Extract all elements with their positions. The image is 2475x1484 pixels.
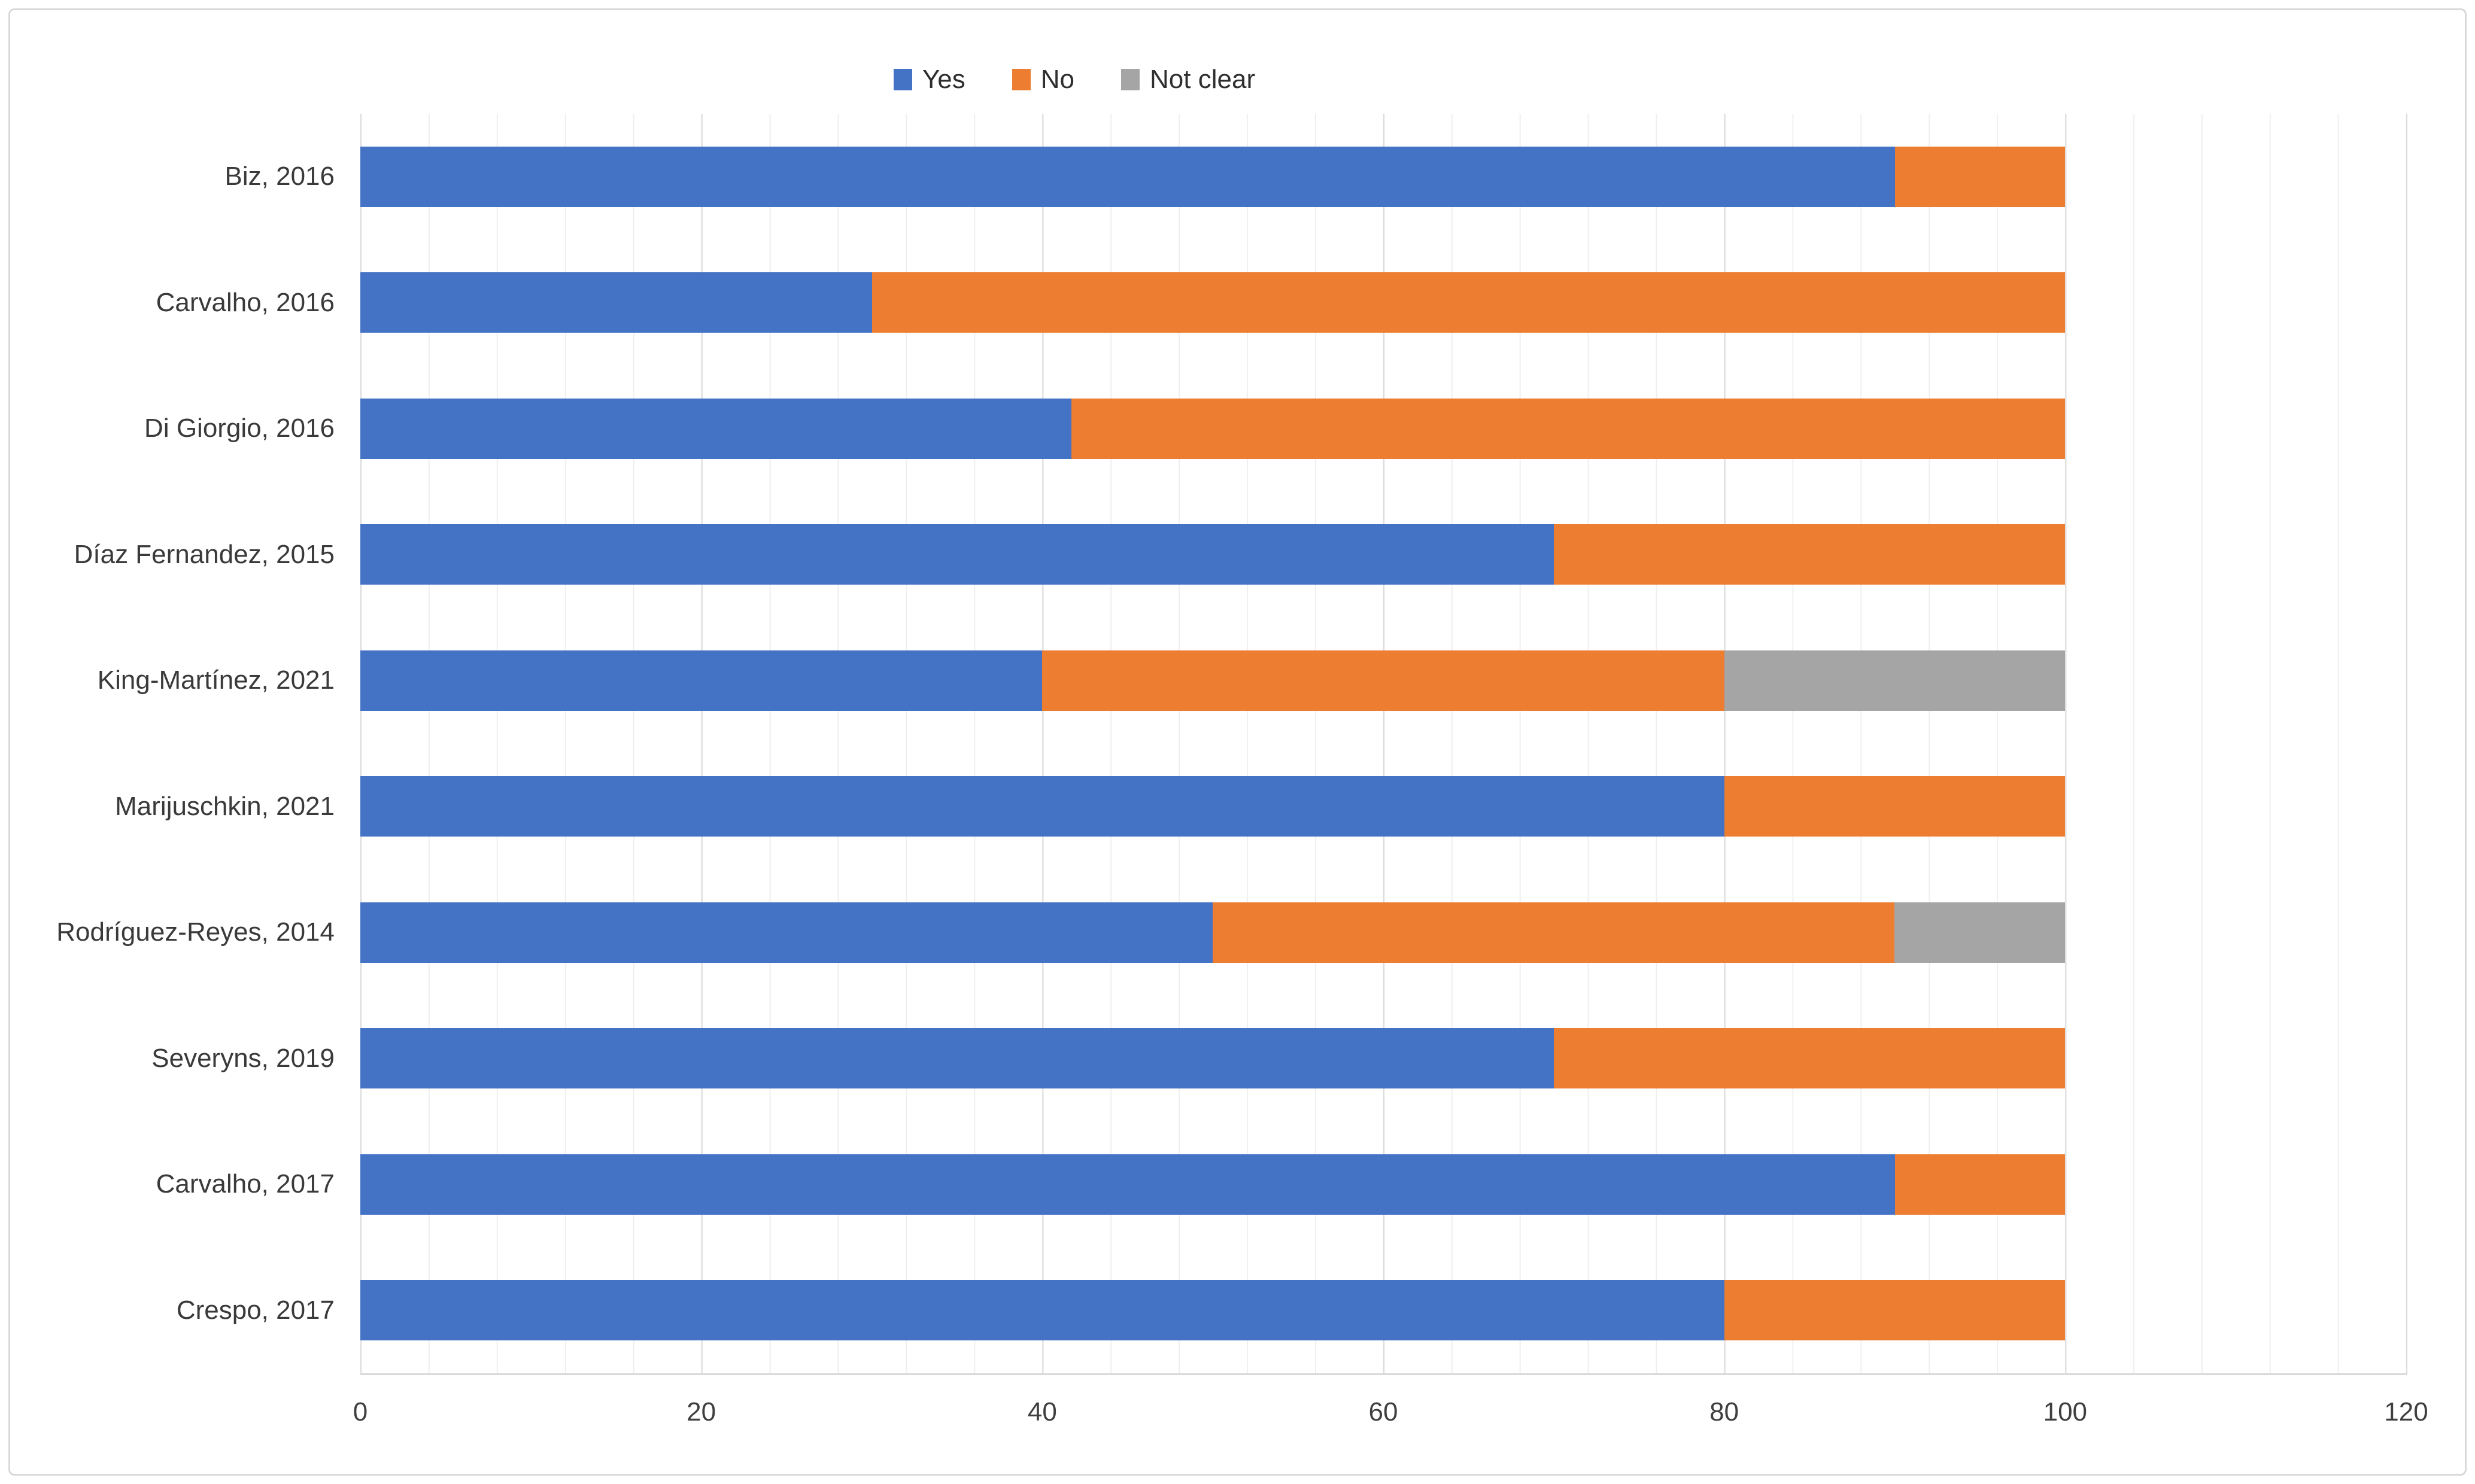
bar-segment-yes [360,902,1213,963]
x-tick-label: 20 [687,1397,716,1427]
x-axis-line [360,1373,2407,1375]
bar-stack [360,1280,2406,1341]
bar-segment-no [1724,1280,2066,1341]
bar-stack [360,524,2406,585]
bar-rows [360,114,2406,1373]
bar-segment-no [1894,146,2066,207]
bar-stack [360,902,2406,963]
bar-row [360,996,2406,1122]
legend-item-yes: Yes [894,65,965,95]
bar-segment-yes [360,398,1071,459]
x-tick-label: 120 [2384,1397,2428,1427]
bar-stack [360,1028,2406,1089]
x-tick-label: 100 [2043,1397,2088,1427]
bar-row [360,1248,2406,1374]
legend-label: No [1040,65,1075,94]
bar-segment-no [1553,524,2066,585]
bar-stack [360,1154,2406,1215]
bar-stack [360,272,2406,333]
bar-segment-no [1553,1028,2066,1089]
bar-row [360,366,2406,492]
bar-segment-not-clear [1724,650,2066,711]
category-label: Severyns, 2019 [151,1043,335,1073]
bar-segment-yes [360,272,872,333]
category-label: Carvalho, 2017 [156,1169,335,1199]
bar-stack [360,776,2406,837]
bar-row [360,492,2406,618]
legend-item-no: No [1012,65,1074,95]
bar-stack [360,146,2406,207]
category-label: Biz, 2016 [224,162,335,191]
x-axis: 0 20 40 60 80 100 120 [353,1397,2428,1439]
bar-segment-no [1071,398,2066,459]
legend-marker-no [1012,69,1031,90]
bar-row [360,240,2406,366]
bar-segment-yes [360,1154,1895,1215]
legend-marker-yes [894,69,912,90]
category-label: Marijuschkin, 2021 [115,791,335,821]
category-label: Carvalho, 2016 [156,287,335,317]
legend-marker-not-clear [1121,69,1140,90]
legend-label: Not clear [1150,65,1256,94]
bar-row [360,869,2406,996]
bar-segment-yes [360,1280,1724,1341]
bar-segment-no [1213,902,1895,963]
category-label: Crespo, 2017 [176,1295,335,1325]
bar-row [360,114,2406,240]
x-tick-label: 40 [1027,1397,1057,1427]
category-label: Di Giorgio, 2016 [144,413,335,443]
category-label: Díaz Fernandez, 2015 [74,539,335,569]
bar-stack [360,650,2406,711]
legend: Yes No Not clear [894,62,1255,98]
bar-segment-no [1042,650,1724,711]
bar-stack [360,398,2406,459]
bar-segment-not-clear [1894,902,2066,963]
bar-segment-yes [360,776,1724,837]
category-label: King-Martínez, 2021 [97,665,335,695]
bar-segment-no [871,272,2066,333]
plot-area [360,114,2407,1373]
bar-segment-yes [360,1028,1554,1089]
bar-segment-yes [360,650,1043,711]
bar-segment-no [1724,776,2066,837]
bar-row [360,1121,2406,1248]
bar-row [360,744,2406,870]
legend-label: Yes [922,65,965,94]
bar-segment-yes [360,524,1554,585]
x-tick-label: 0 [353,1397,368,1427]
x-tick-label: 60 [1368,1397,1398,1427]
bar-segment-no [1894,1154,2066,1215]
bar-segment-yes [360,146,1895,207]
legend-item-not-clear: Not clear [1121,65,1255,95]
chart-frame: Yes No Not clear Biz, 2016 Carvalho, 2016 Di… [8,8,2467,1476]
bar-row [360,618,2406,744]
category-label: Rodríguez-Reyes, 2014 [56,917,335,947]
category-axis: Biz, 2016 Carvalho, 2016 Di Giorgio, 2016 D… [22,114,335,1373]
x-tick-label: 80 [1709,1397,1739,1427]
